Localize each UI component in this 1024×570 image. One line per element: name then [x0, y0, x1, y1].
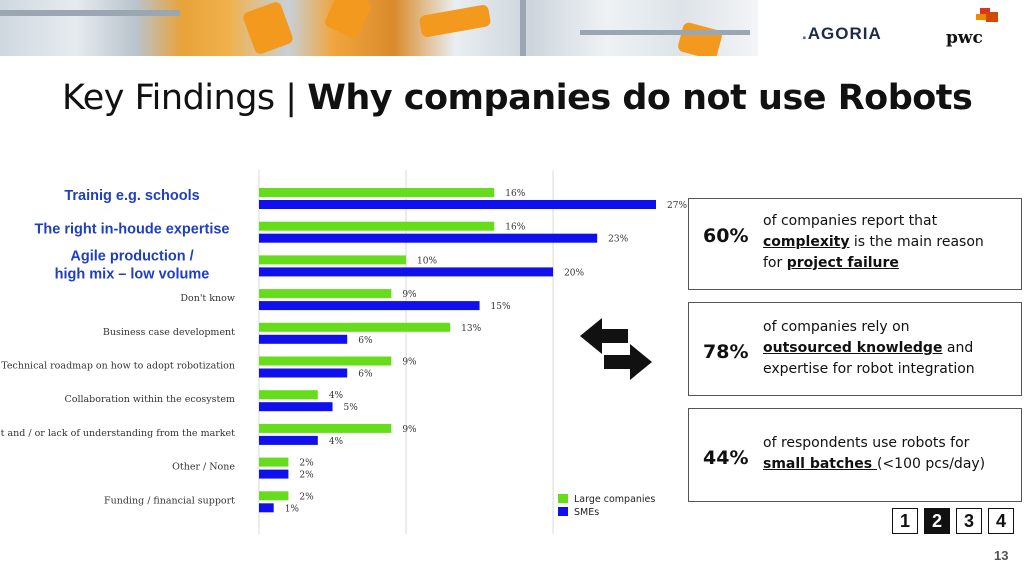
- legend-label: SMEs: [574, 507, 599, 518]
- category-label: Technical roadmap on how to adopt roboti…: [1, 361, 235, 372]
- data-label: 5%: [344, 403, 359, 413]
- category-label: Funding / financial support: [104, 495, 235, 506]
- bar-large-companies: [259, 390, 318, 400]
- bar-large-companies: [259, 188, 495, 197]
- bar-large-companies: [259, 255, 407, 265]
- callout-percentage: 60%: [703, 225, 749, 247]
- category-label: Other / None: [172, 462, 235, 473]
- bar-large-companies: [259, 491, 289, 501]
- data-label: 15%: [491, 302, 511, 312]
- bar-smes: [259, 301, 480, 311]
- bar-smes: [259, 402, 333, 412]
- category-label: Trainig e.g. schools: [64, 188, 199, 204]
- data-label: 2%: [299, 492, 314, 502]
- data-label: 20%: [564, 268, 584, 278]
- callout-percentage: 78%: [703, 341, 749, 363]
- slide-number: 13: [994, 548, 1009, 563]
- callout-text: of companies report that complexity is t…: [763, 213, 984, 271]
- callout-text: of respondents use robots for small batc…: [763, 435, 986, 472]
- category-label: Agile production /: [70, 248, 193, 264]
- bar-smes: [259, 503, 274, 513]
- category-label: The right in-houde expertise: [35, 222, 230, 238]
- bar-large-companies: [259, 221, 495, 231]
- data-label: 13%: [461, 324, 481, 334]
- agoria-logo: .AGORIA: [802, 24, 882, 43]
- data-label: 9%: [402, 290, 417, 300]
- data-label: 16%: [505, 223, 525, 233]
- callout-percentage: 44%: [703, 447, 749, 469]
- data-label: 16%: [505, 189, 525, 199]
- category-label: Trust and / or lack of understanding fro…: [0, 428, 235, 439]
- page-button-4[interactable]: 4: [988, 508, 1014, 534]
- pager: 1 2 3 4: [892, 508, 1020, 534]
- legend-label: Large companies: [574, 494, 655, 505]
- page-button-1[interactable]: 1: [892, 508, 918, 534]
- callout-text: of companies rely on outsourced knowledg…: [763, 319, 975, 377]
- data-label: 6%: [358, 370, 373, 380]
- data-label: 4%: [329, 437, 344, 447]
- data-label: 27%: [667, 201, 687, 211]
- bar-large-companies: [259, 423, 392, 433]
- pwc-logo: pwc: [946, 28, 983, 48]
- callout-outsourced-knowledge: 78% of companies rely on outsourced know…: [688, 302, 1022, 396]
- title-main: Why companies do not use Robots: [307, 78, 973, 118]
- category-label: Business case development: [103, 327, 235, 338]
- exchange-arrows-icon: [580, 318, 652, 380]
- data-label: 9%: [402, 358, 417, 368]
- bar-smes: [259, 267, 554, 277]
- legend-swatch-large: [558, 494, 568, 503]
- category-label: Collaboration within the ecosystem: [64, 394, 235, 405]
- callout-complexity: 60% of companies report that complexity …: [688, 198, 1022, 290]
- pwc-logo-mark: [972, 8, 998, 26]
- bar-smes: [259, 200, 656, 209]
- bar-smes: [259, 435, 318, 445]
- bar-large-companies: [259, 322, 451, 332]
- category-label: high mix – low volume: [55, 266, 210, 282]
- page-button-2[interactable]: 2: [924, 508, 950, 534]
- bar-chart: Trainig e.g. schools 16% 27% The right in-h…: [0, 170, 687, 534]
- page-title: Key Findings | Why companies do not use …: [62, 78, 973, 118]
- bar-smes: [259, 233, 598, 243]
- legend-swatch-smes: [558, 507, 568, 516]
- category-label: Don't know: [180, 293, 235, 304]
- header-banner-image: [0, 0, 758, 56]
- bar-large-companies: [259, 457, 289, 467]
- data-label: 2%: [299, 471, 314, 481]
- bar-large-companies: [259, 289, 392, 299]
- callout-small-batches: 44% of respondents use robots for small …: [688, 408, 1022, 502]
- data-label: 9%: [402, 425, 417, 435]
- bar-large-companies: [259, 356, 392, 366]
- bar-smes: [259, 469, 289, 479]
- data-label: 4%: [329, 391, 344, 401]
- page-button-3[interactable]: 3: [956, 508, 982, 534]
- data-label: 23%: [608, 235, 628, 245]
- title-prefix: Key Findings: [62, 78, 275, 118]
- title-separator: |: [285, 78, 297, 118]
- data-label: 10%: [417, 256, 437, 266]
- data-label: 2%: [299, 459, 314, 469]
- bar-smes: [259, 368, 348, 378]
- bar-smes: [259, 334, 348, 344]
- data-label: 1%: [285, 504, 300, 514]
- data-label: 6%: [358, 336, 373, 346]
